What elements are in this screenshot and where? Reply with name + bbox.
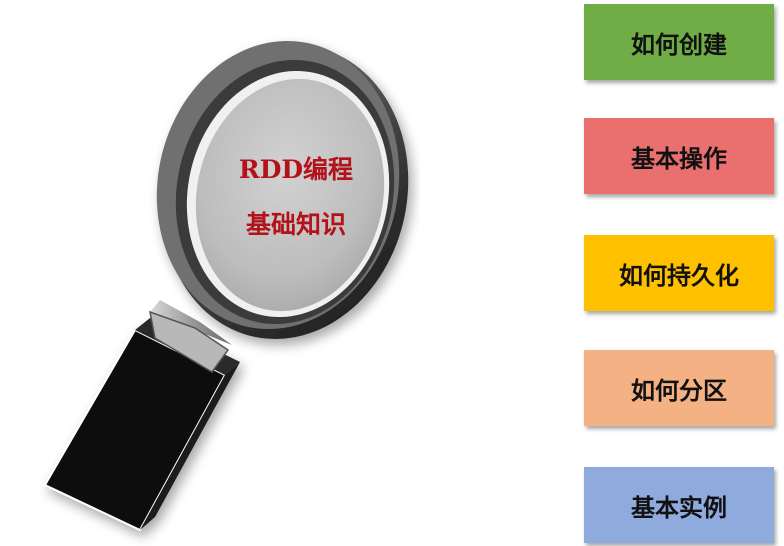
topic-button-persistence[interactable]: 如何持久化 [584,235,774,311]
topic-button-create[interactable]: 如何创建 [584,4,774,80]
topic-label: 如何创建 [631,30,727,59]
topic-label: 如何分区 [631,376,727,405]
magnifying-glass-illustration: RDD编程 基础知识 [43,40,409,532]
topic-label: 基本操作 [631,144,727,173]
lens-title-line2: 基础知识 [245,210,346,239]
magnifying-glass-icon [43,40,409,532]
topic-button-examples[interactable]: 基本实例 [584,467,774,543]
lens-title-line1: RDD编程 [238,155,354,184]
topic-button-basic-operations[interactable]: 基本操作 [584,118,774,194]
topic-button-partition[interactable]: 如何分区 [584,350,774,426]
neck [149,300,232,373]
topic-list: 如何创建 基本操作 如何持久化 如何分区 基本实例 [584,0,784,546]
topic-label: 如何持久化 [619,261,739,290]
topic-label: 基本实例 [631,493,727,522]
